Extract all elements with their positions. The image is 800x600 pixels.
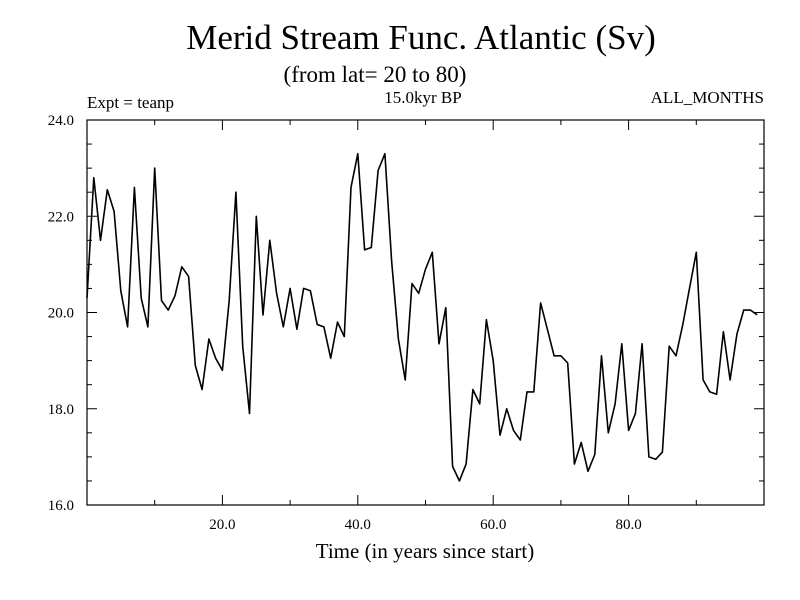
y-tick-label: 22.0 [48,209,74,225]
x-tick-label: 60.0 [480,517,506,533]
y-tick-label: 24.0 [48,113,74,129]
x-tick-label: 80.0 [615,517,641,533]
x-axis-ticks [154,120,697,505]
x-axis-tick-labels: 20.0 40.0 60.0 80.0 [209,517,641,533]
experiment-label: Expt = teanp [87,93,174,112]
x-tick-label: 40.0 [345,517,371,533]
x-axis-label: Time (in years since start) [316,539,535,563]
y-tick-label: 16.0 [48,498,74,514]
y-axis-tick-labels: 16.0 18.0 20.0 22.0 24.0 [48,113,74,514]
period-label: 15.0kyr BP [384,88,461,107]
y-axis-ticks [87,119,764,506]
y-tick-label: 18.0 [48,402,74,418]
months-label: ALL_MONTHS [651,88,764,107]
x-tick-label: 20.0 [209,517,235,533]
chart-subtitle: (from lat= 20 to 80) [284,62,467,87]
y-tick-label: 20.0 [48,306,74,322]
chart-title: Merid Stream Func. Atlantic (Sv) [186,18,656,57]
series-line [86,152,758,482]
